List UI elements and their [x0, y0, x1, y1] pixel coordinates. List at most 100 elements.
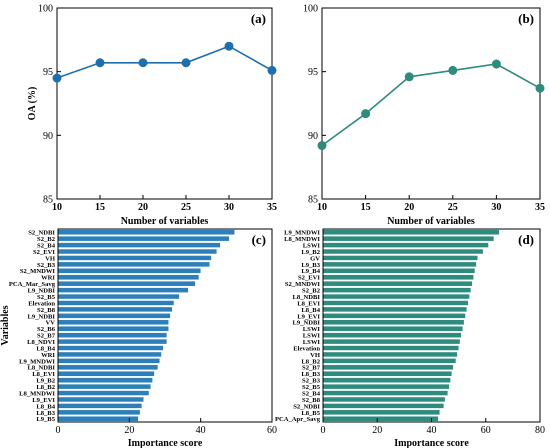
variable-label: S2_EVI [298, 275, 320, 282]
importance-bar [57, 287, 189, 293]
plot-frame [57, 228, 273, 423]
x-tick-label: 0 [321, 425, 326, 436]
variable-label: L8_B3 [301, 371, 320, 378]
importance-bar [57, 236, 230, 242]
variable-label: L8_NDBI [28, 365, 56, 372]
data-point [224, 41, 234, 51]
variable-label: L9_MNDWI [19, 358, 55, 365]
x-tick-label: 40 [427, 425, 437, 436]
data-point [267, 65, 277, 75]
x-tick-label: 35 [535, 202, 545, 213]
x-axis-label: Number of variables [387, 216, 475, 227]
importance-bar [322, 236, 495, 242]
importance-bar [322, 371, 452, 377]
variable-label: L9_NDBI [293, 320, 321, 327]
data-point [361, 109, 371, 119]
data-point [138, 58, 148, 68]
importance-bar [57, 351, 162, 358]
importance-bar [57, 281, 196, 287]
data-point [404, 72, 414, 82]
x-axis-label: Number of variables [121, 216, 209, 227]
variable-label: S2_B4 [37, 242, 56, 249]
importance-bar [322, 339, 461, 345]
variable-label: L9_B2 [36, 378, 55, 385]
importance-bar [322, 255, 478, 261]
importance-bar [57, 313, 171, 319]
importance-bar [322, 300, 469, 306]
importance-bar [57, 229, 235, 235]
variable-label: L9_NDBI [28, 313, 56, 320]
variable-label: LSWI [303, 339, 321, 346]
variable-label: L8_B4 [301, 307, 320, 314]
importance-bar [57, 242, 221, 248]
importance-bar [322, 248, 484, 255]
importance-bar [322, 390, 448, 396]
variable-label: L8_MNDWI [284, 236, 320, 243]
variable-label: L9_B3 [301, 262, 320, 269]
importance-bar [322, 416, 439, 422]
variable-label: S2_B3 [302, 378, 321, 385]
variable-label: L8_NDVI [27, 339, 55, 346]
variable-label: S2_B8 [37, 307, 56, 314]
variable-label: S2_B6 [37, 326, 56, 333]
variable-label: S2_B2 [302, 288, 321, 295]
importance-bar [57, 384, 151, 390]
x-tick-label: 10 [317, 202, 327, 213]
x-axis-label: Importance score [394, 438, 469, 448]
x-axis-label: Importance score [128, 438, 203, 448]
variable-label: L9_NDBI [28, 288, 56, 295]
variable-label: LSWI [303, 333, 321, 340]
variable-label: S2_NDBI [28, 230, 55, 237]
importance-bar [57, 390, 150, 396]
x-tick-label: 25 [181, 202, 191, 213]
importance-bar [57, 403, 142, 409]
variable-label: WRI [41, 352, 55, 359]
variable-label: S2_B7 [302, 365, 321, 372]
variable-label: GV [310, 255, 320, 262]
x-tick-label: 25 [448, 202, 458, 213]
data-point [52, 73, 62, 83]
variable-label: L8_B3 [36, 410, 55, 417]
x-tick-label: 30 [224, 202, 234, 213]
x-tick-label: 30 [491, 202, 501, 213]
y-tick-label: 100 [38, 4, 53, 15]
importance-bar [57, 345, 164, 351]
importance-bar [322, 377, 451, 383]
importance-bar [57, 261, 210, 267]
data-point [181, 58, 191, 68]
importance-bar [322, 287, 471, 293]
variable-label: S2_EVI [33, 249, 55, 256]
importance-bar [57, 255, 212, 261]
panel-label: (d) [518, 232, 534, 247]
importance-bar [57, 268, 201, 274]
variable-label: L8_B2 [36, 384, 55, 391]
importance-bar [322, 409, 440, 415]
panel-label: (c) [252, 232, 266, 247]
variable-label: VH [310, 352, 321, 359]
panel-label: (b) [518, 11, 534, 26]
series-line [321, 63, 541, 147]
variable-label: LSWI [303, 242, 321, 249]
x-tick-label: 10 [52, 202, 62, 213]
importance-bar [57, 274, 200, 280]
variable-label: L8_EVI [297, 300, 320, 307]
variable-label: VV [45, 320, 55, 327]
importance-bar [322, 345, 459, 351]
importance-bar [322, 364, 454, 370]
variable-label: L8_B4 [36, 403, 55, 410]
variable-label: L9_EVI [32, 397, 55, 404]
variable-label: L8_EVI [32, 371, 55, 378]
variable-label: L8_B2 [301, 358, 320, 365]
importance-bar [322, 332, 462, 338]
importance-bar [322, 384, 450, 390]
x-tick-label: 60 [267, 425, 277, 436]
variable-label: L9_B4 [301, 268, 320, 275]
importance-bar [57, 339, 167, 345]
variable-label: PCA_Apr_Savg [275, 416, 321, 423]
importance-bar [322, 306, 467, 312]
importance-bar [57, 396, 144, 403]
variable-label: S2_B3 [37, 262, 56, 269]
variable-label: WRI [41, 275, 55, 282]
importance-bar [322, 274, 474, 280]
